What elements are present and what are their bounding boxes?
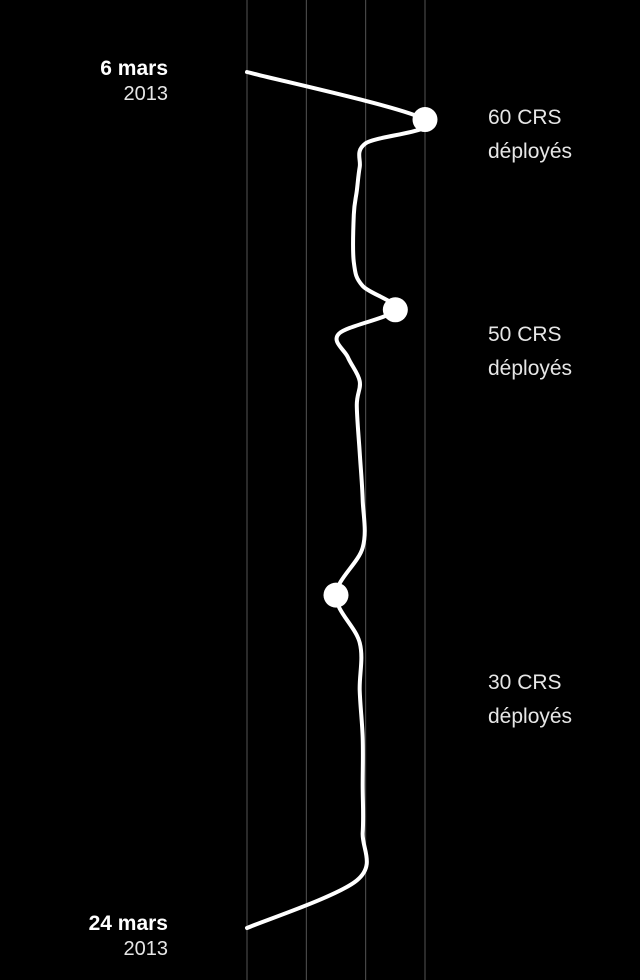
annotation-50-text: déployés xyxy=(488,357,573,380)
marker-50 xyxy=(382,297,408,323)
annotation-30-count: 30 CRS xyxy=(488,671,562,694)
annotation-60: 60 CRS déployés xyxy=(488,101,572,169)
chart-grid xyxy=(246,0,426,980)
annotation-30: 30 CRS déployés xyxy=(488,666,572,734)
marker-30 xyxy=(323,582,349,608)
start-date-label: 6 mars 2013 xyxy=(100,56,168,107)
chart-markers xyxy=(323,107,438,608)
annotation-50-count: 50 CRS xyxy=(488,323,562,346)
deployment-line xyxy=(245,70,431,930)
annotation-30-text: déployés xyxy=(488,705,573,728)
marker-60 xyxy=(412,107,438,133)
start-date-year: 2013 xyxy=(123,83,169,106)
end-date-label: 24 mars 2013 xyxy=(89,911,168,962)
start-date-day: 6 mars xyxy=(100,57,168,80)
annotation-60-text: déployés xyxy=(488,140,573,163)
annotation-60-count: 60 CRS xyxy=(488,106,562,129)
annotation-50: 50 CRS déployés xyxy=(488,318,572,386)
end-date-day: 24 mars xyxy=(88,912,168,935)
end-date-year: 2013 xyxy=(123,938,169,961)
